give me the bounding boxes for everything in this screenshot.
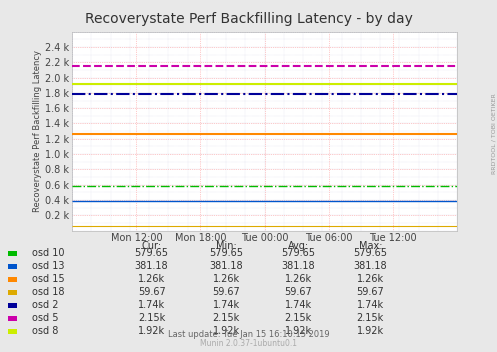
Text: 59.67: 59.67 bbox=[284, 287, 312, 297]
Text: 1.74k: 1.74k bbox=[138, 300, 165, 310]
Text: Last update: Tue Jan 15 16:10:15 2019: Last update: Tue Jan 15 16:10:15 2019 bbox=[167, 329, 330, 339]
Text: 1.26k: 1.26k bbox=[285, 274, 312, 284]
Text: 59.67: 59.67 bbox=[138, 287, 166, 297]
Text: Max:: Max: bbox=[358, 241, 382, 251]
Text: osd 5: osd 5 bbox=[32, 313, 59, 323]
Text: 381.18: 381.18 bbox=[353, 261, 387, 271]
Text: 381.18: 381.18 bbox=[281, 261, 315, 271]
Text: 59.67: 59.67 bbox=[212, 287, 240, 297]
Text: 1.92k: 1.92k bbox=[357, 326, 384, 336]
Text: osd 18: osd 18 bbox=[32, 287, 65, 297]
Text: 1.92k: 1.92k bbox=[138, 326, 165, 336]
Text: RRDTOOL / TOBI OETIKER: RRDTOOL / TOBI OETIKER bbox=[491, 93, 496, 174]
Text: osd 10: osd 10 bbox=[32, 248, 65, 258]
Text: 59.67: 59.67 bbox=[356, 287, 384, 297]
Text: 1.26k: 1.26k bbox=[213, 274, 240, 284]
Text: 579.65: 579.65 bbox=[135, 248, 168, 258]
Text: 2.15k: 2.15k bbox=[285, 313, 312, 323]
Text: Recoverystate Perf Backfilling Latency - by day: Recoverystate Perf Backfilling Latency -… bbox=[84, 12, 413, 26]
Y-axis label: Recoverystate Perf Backfilling Latency: Recoverystate Perf Backfilling Latency bbox=[33, 50, 42, 212]
Text: 1.74k: 1.74k bbox=[357, 300, 384, 310]
Text: 1.74k: 1.74k bbox=[285, 300, 312, 310]
Text: 2.15k: 2.15k bbox=[213, 313, 240, 323]
Text: 1.92k: 1.92k bbox=[285, 326, 312, 336]
Text: 1.74k: 1.74k bbox=[213, 300, 240, 310]
Text: 579.65: 579.65 bbox=[281, 248, 315, 258]
Text: osd 2: osd 2 bbox=[32, 300, 59, 310]
Text: 1.26k: 1.26k bbox=[138, 274, 165, 284]
Text: Avg:: Avg: bbox=[288, 241, 309, 251]
Text: 2.15k: 2.15k bbox=[138, 313, 165, 323]
Text: Munin 2.0.37-1ubuntu0.1: Munin 2.0.37-1ubuntu0.1 bbox=[200, 339, 297, 348]
Text: osd 13: osd 13 bbox=[32, 261, 65, 271]
Text: Min:: Min: bbox=[216, 241, 237, 251]
Text: osd 8: osd 8 bbox=[32, 326, 59, 336]
Text: 2.15k: 2.15k bbox=[357, 313, 384, 323]
Text: 1.92k: 1.92k bbox=[213, 326, 240, 336]
Text: osd 15: osd 15 bbox=[32, 274, 65, 284]
Text: Cur:: Cur: bbox=[142, 241, 162, 251]
Text: 381.18: 381.18 bbox=[135, 261, 168, 271]
Text: 381.18: 381.18 bbox=[209, 261, 243, 271]
Text: 579.65: 579.65 bbox=[353, 248, 387, 258]
Text: 1.26k: 1.26k bbox=[357, 274, 384, 284]
Text: 579.65: 579.65 bbox=[209, 248, 243, 258]
